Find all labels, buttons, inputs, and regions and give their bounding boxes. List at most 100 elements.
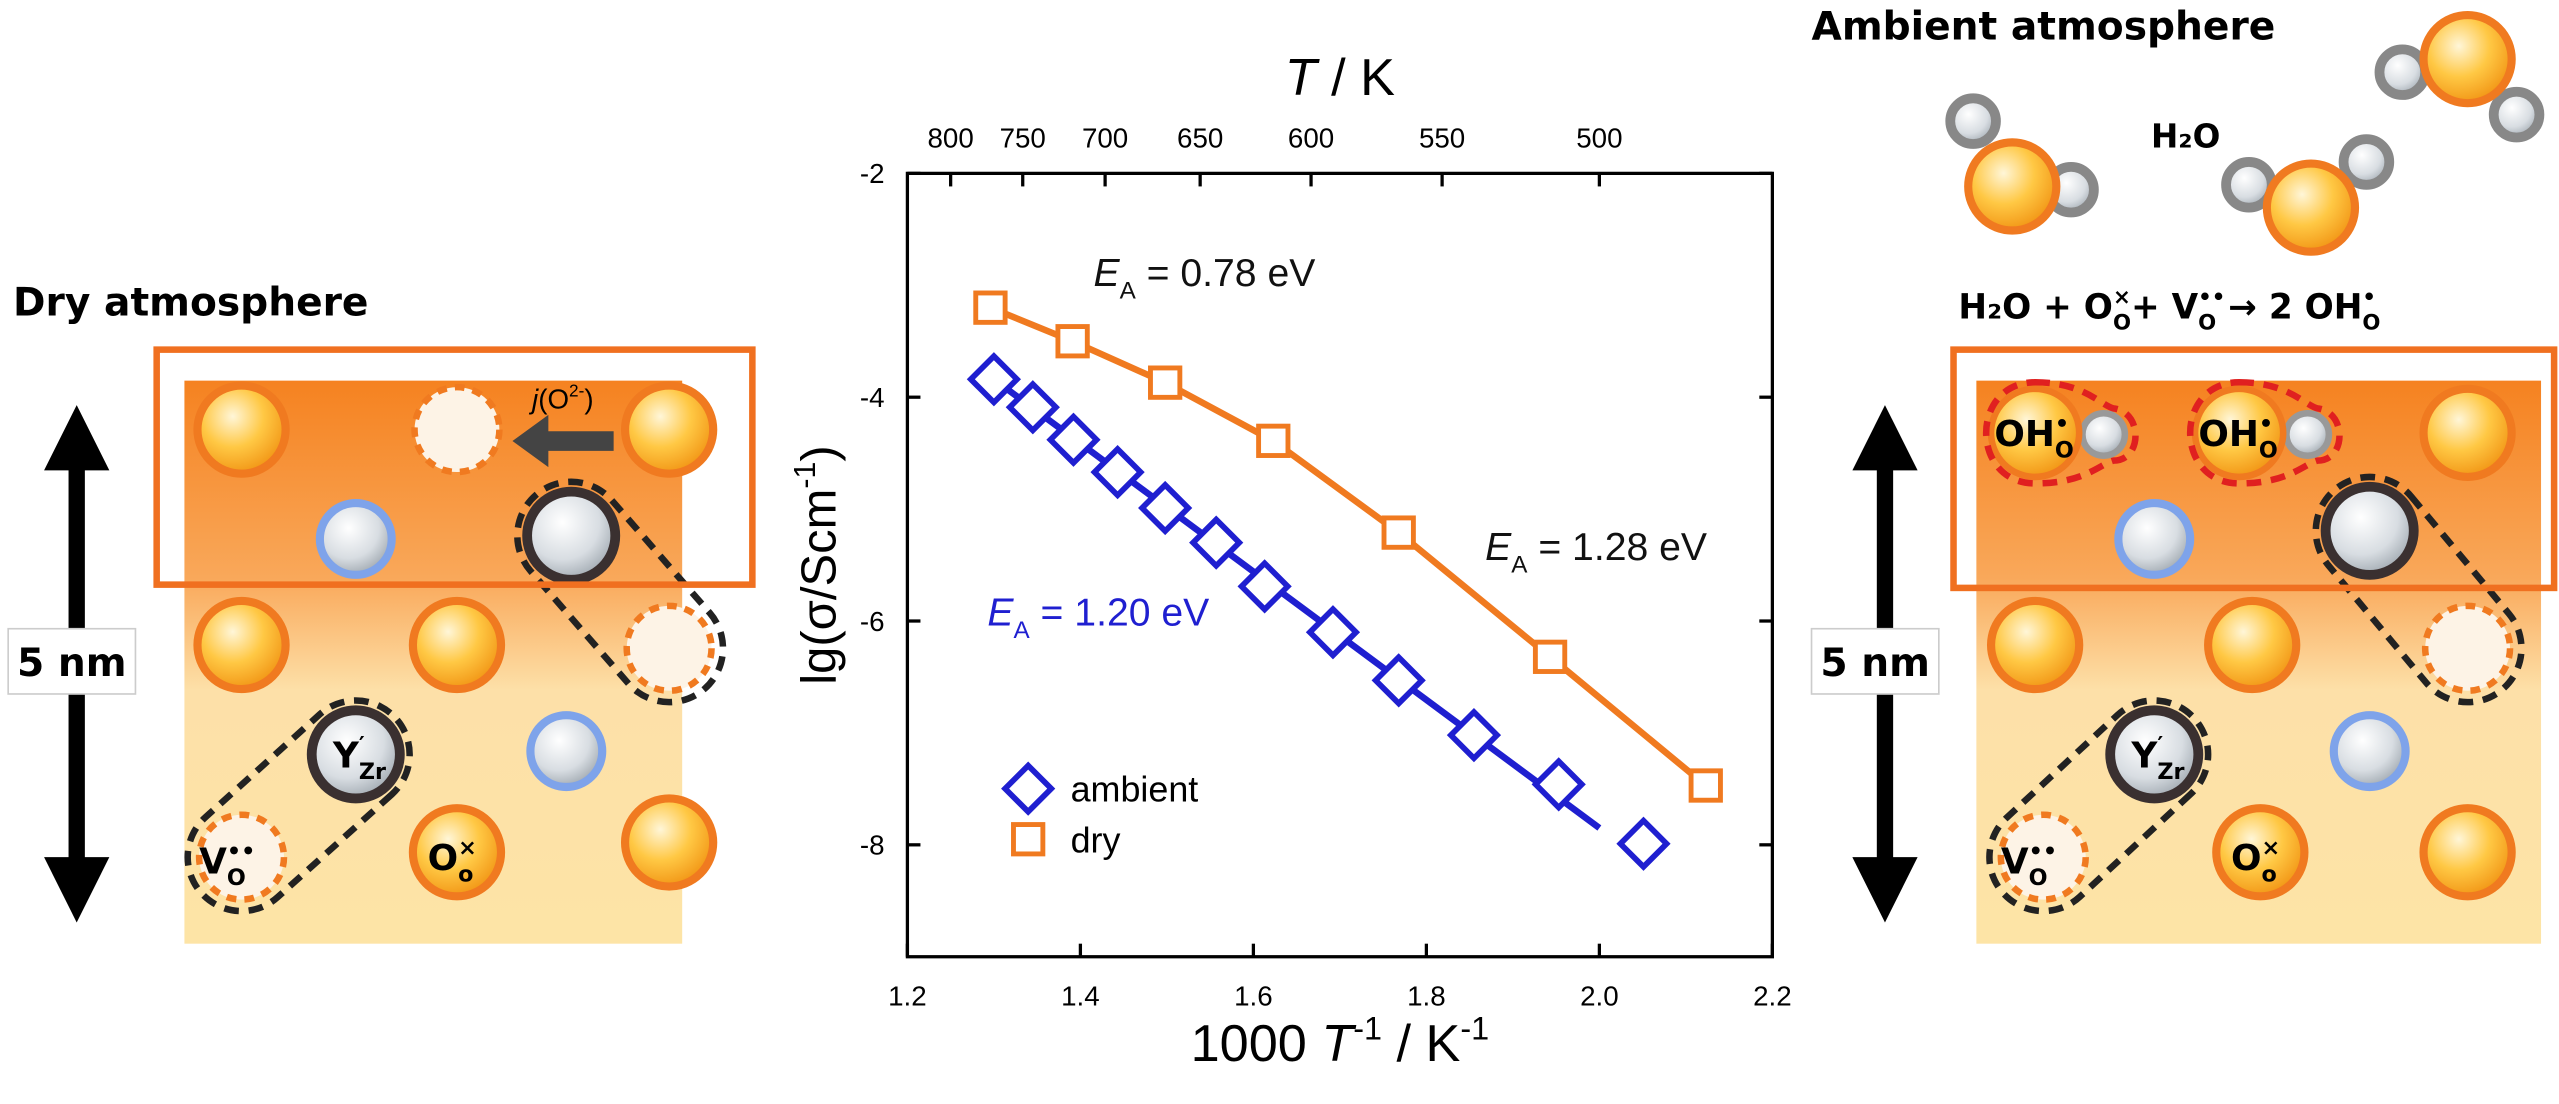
oxygen-ion [1964, 138, 2061, 235]
oxygen-ion [2419, 804, 2516, 901]
x2-tick-label: 600 [1288, 122, 1334, 153]
point [1046, 412, 1101, 467]
zr-cation [315, 498, 396, 579]
hydroxide-h [2079, 410, 2129, 459]
oxygen-ion [620, 381, 718, 478]
text-part: OH [2198, 414, 2259, 455]
oxygen-ion [408, 804, 506, 901]
point [1616, 816, 1671, 871]
zr-cation [526, 711, 607, 792]
annotation: EA = 1.20 eV [987, 591, 1209, 644]
text-part: • [2259, 411, 2273, 437]
point [1237, 559, 1292, 614]
x2-tick-label: 750 [1000, 122, 1046, 153]
x-tick-label: 1.4 [1061, 981, 1100, 1012]
defect-label: O× o [2231, 835, 2280, 888]
plot-frame [905, 171, 1775, 959]
point [1446, 708, 1502, 763]
y-tick-label: -2 [860, 158, 885, 189]
legend-marker [1011, 822, 1046, 857]
zr-cation [2329, 711, 2410, 792]
text-part: 2- [569, 381, 584, 401]
hydroxide-o [1987, 385, 2083, 481]
point [973, 290, 1008, 325]
text-part: = 0.78 eV [1136, 252, 1316, 295]
text-part: = 1.28 eV [1527, 526, 1707, 569]
text-part: / K [1382, 1015, 1461, 1073]
text-part: → [2216, 288, 2269, 328]
point [1005, 380, 1060, 435]
scale-label: 5 nm [1820, 641, 1930, 686]
x-tick-label: 1.8 [1407, 981, 1446, 1012]
defect-pair [184, 697, 413, 915]
point [1688, 768, 1723, 803]
panel-title: Ambient atmosphere [1812, 5, 2276, 50]
text-part: O [2259, 437, 2278, 463]
y-dopant [522, 486, 621, 585]
text-part: × [2113, 285, 2131, 310]
oxygen-ion [2204, 596, 2301, 694]
scale-label-box [1810, 627, 1940, 695]
defect-pair [514, 478, 727, 706]
fit-line [991, 376, 1602, 831]
surface-box [153, 346, 756, 588]
surface-box [1950, 346, 2558, 592]
y-tick-label: -4 [860, 382, 885, 413]
text-part: V [199, 842, 227, 883]
x-axis-label: 1000 T-1 / K-1 [1191, 1010, 1490, 1073]
defect-label: V•• O [2001, 838, 2057, 891]
text-part: / K [1317, 49, 1396, 107]
text-part: lg(σ/Scm [793, 489, 847, 685]
x-tick-label: 2.0 [1580, 981, 1619, 1012]
text-part: O [2084, 288, 2113, 328]
y-dopant [306, 705, 405, 804]
text-part: OH [2305, 288, 2363, 328]
text-part: j [528, 383, 539, 414]
point [1138, 480, 1193, 536]
oxygen-ion [2212, 804, 2309, 901]
x2-tick-label: 800 [928, 122, 974, 153]
x-tick-label: 1.2 [888, 981, 927, 1012]
y-axis-label: lg(σ/Scm-1) [789, 445, 847, 684]
x2-tick-label: 500 [1576, 122, 1622, 153]
text-part: + [2131, 288, 2172, 328]
text-part: Y [332, 735, 360, 776]
vacancy [2421, 602, 2514, 694]
defect-label: OH• O [1994, 411, 2073, 464]
point [1189, 515, 1244, 570]
reaction-equation: H₂O + O× O+ V•• O → 2 OH• O [1958, 285, 2380, 335]
vacancy [411, 383, 503, 476]
text-part: -1 [789, 462, 822, 489]
y-dopant [2105, 705, 2204, 804]
text-part: o [2261, 862, 2276, 888]
flux-label: j(O2-) [528, 381, 594, 415]
x2-tick-label: 700 [1082, 122, 1128, 153]
annotation: EA = 1.28 eV [1485, 526, 1707, 579]
defect-label: Y′ Zr [332, 732, 386, 785]
defect-pair [2312, 473, 2525, 706]
text-part: ′ [359, 732, 365, 758]
text-part: × [458, 835, 477, 861]
oxygen-ion [408, 596, 506, 694]
x2-tick-label: 550 [1419, 122, 1465, 153]
legend-marker [1001, 761, 1056, 816]
hydrogen [2374, 44, 2431, 100]
defect-label: OH• O [2198, 411, 2277, 464]
oxygen-ion [193, 381, 290, 478]
y-tick-label: -6 [860, 606, 885, 637]
oxygen-ion [620, 794, 718, 891]
oxygen-ion [2419, 384, 2516, 482]
text-part: -1 [1460, 1010, 1489, 1046]
hydroxide-o [2191, 385, 2287, 481]
text-part: 2 [2269, 288, 2305, 328]
oxygen-ion [2419, 10, 2516, 108]
hydroxide-outline [2186, 379, 2343, 487]
point [966, 352, 1022, 407]
text-part: • [2055, 411, 2069, 437]
hydroxide-outline [1982, 379, 2139, 487]
text-part: OH [1994, 414, 2055, 455]
hydrogen [2488, 86, 2545, 143]
oxygen-ion [2262, 159, 2360, 256]
panel-title: Dry atmosphere [13, 280, 368, 325]
point [1532, 639, 1568, 674]
